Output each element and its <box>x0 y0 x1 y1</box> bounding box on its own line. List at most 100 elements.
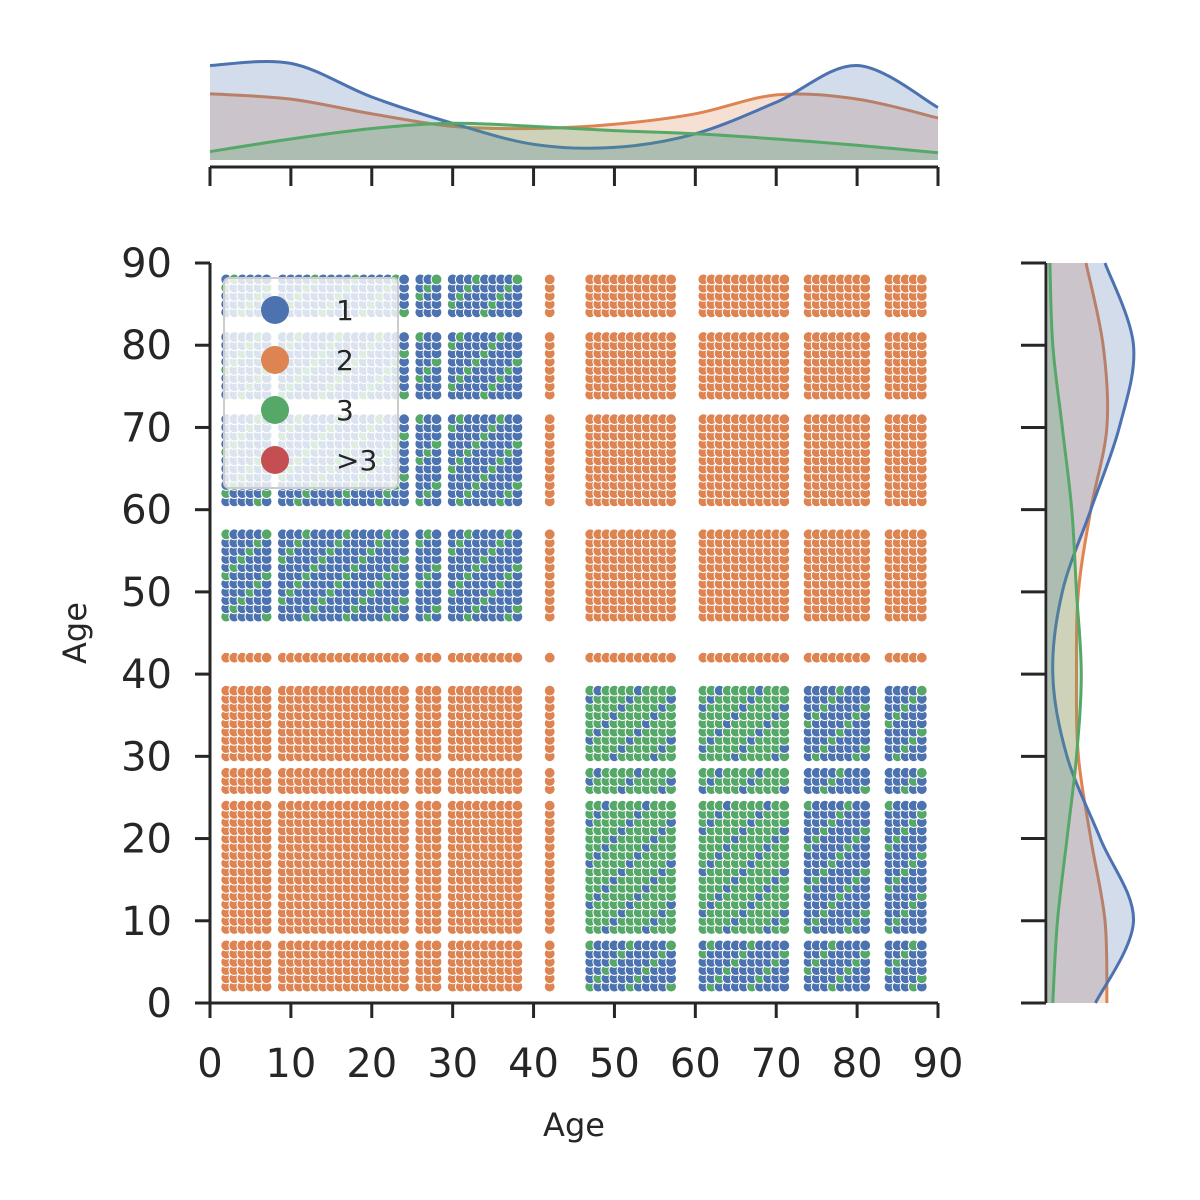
scatter-point <box>430 684 443 697</box>
scatter-point <box>859 651 872 664</box>
scatter-point <box>859 766 872 779</box>
scatter-point <box>915 273 928 286</box>
scatter-point <box>859 331 872 343</box>
y-tick-label: 20 <box>121 817 172 863</box>
scatter-point <box>859 799 872 812</box>
y-tick-label: 90 <box>121 241 172 287</box>
scatter-point <box>260 651 273 664</box>
scatter-point <box>511 684 524 697</box>
scatter-point <box>859 413 872 426</box>
marginal-y-fill-3 <box>1048 263 1082 1003</box>
scatter-point <box>260 766 273 779</box>
scatter-point <box>543 766 556 779</box>
x-tick-label: 30 <box>427 1041 478 1087</box>
scatter-points <box>220 273 928 993</box>
scatter-point <box>398 413 411 426</box>
scatter-point <box>430 939 443 952</box>
legend-marker <box>261 396 289 424</box>
y-tick-label: 60 <box>121 488 172 534</box>
scatter-point <box>915 799 928 812</box>
x-tick-label: 50 <box>589 1041 640 1087</box>
scatter-point <box>915 766 928 779</box>
scatter-point <box>430 273 443 286</box>
x-tick-label: 90 <box>913 1041 964 1087</box>
scatter-point <box>665 331 677 343</box>
y-tick-label: 50 <box>121 570 172 616</box>
scatter-point <box>665 651 677 664</box>
marginal-x-line-1 <box>209 59 939 150</box>
legend-label: 2 <box>336 344 354 377</box>
y-tick-label: 0 <box>147 981 172 1027</box>
marginal-x-kde <box>209 59 939 160</box>
scatter-point <box>665 799 677 812</box>
scatter-point <box>260 939 273 952</box>
scatter-point <box>915 939 928 952</box>
scatter-point <box>511 528 524 541</box>
scatter-point <box>778 799 791 812</box>
scatter-point <box>398 799 411 812</box>
scatter-point <box>543 684 556 697</box>
scatter-point <box>859 684 872 697</box>
scatter-point <box>543 528 556 541</box>
scatter-point <box>778 273 791 286</box>
x-tick-label: 20 <box>346 1041 397 1087</box>
scatter-point <box>511 799 524 812</box>
y-tick-label: 30 <box>121 734 172 780</box>
x-axis-title: Age <box>543 1106 605 1144</box>
scatter-point <box>398 528 411 541</box>
scatter-point <box>665 273 677 286</box>
scatter-point <box>430 413 443 426</box>
scatter-point <box>430 766 443 779</box>
legend-marker <box>261 346 289 374</box>
y-tick-label: 40 <box>121 652 172 698</box>
legend-label: >3 <box>336 444 377 477</box>
scatter-point <box>915 528 928 541</box>
marginal-x-line-3 <box>209 121 939 155</box>
marginal-x-fill-1 <box>210 61 938 160</box>
scatter-point <box>511 939 524 952</box>
x-tick-label: 70 <box>751 1041 802 1087</box>
scatter-point <box>430 651 443 664</box>
scatter-point <box>543 799 556 812</box>
scatter-point <box>665 939 677 952</box>
scatter-point <box>778 939 791 952</box>
scatter-point <box>430 331 443 343</box>
scatter-point <box>543 651 556 664</box>
scatter-point <box>778 331 791 343</box>
x-tick-label: 0 <box>197 1041 222 1087</box>
y-axis-title: Age <box>56 602 94 664</box>
scatter-point <box>543 331 556 343</box>
scatter-point <box>260 528 273 541</box>
scatter-point <box>543 413 556 426</box>
scatter-point <box>778 651 791 664</box>
scatter-point <box>430 528 443 541</box>
marginal-y-kde <box>1048 262 1136 1004</box>
y-tick-label: 10 <box>121 899 172 945</box>
scatter-point <box>430 799 443 812</box>
scatter-point <box>665 684 677 697</box>
marginal-x-fill-3 <box>210 123 938 160</box>
marginal-y-line-3 <box>1048 262 1083 1004</box>
scatter-point <box>915 331 928 343</box>
scatter-point <box>859 273 872 286</box>
legend-label: 3 <box>336 394 354 427</box>
scatter-point <box>511 413 524 426</box>
scatter-point <box>778 684 791 697</box>
legend-marker <box>261 446 289 474</box>
scatter-point <box>511 651 524 664</box>
x-tick-label: 40 <box>508 1041 559 1087</box>
marginal-y-fill-2 <box>1048 263 1108 1003</box>
scatter-point <box>398 651 411 664</box>
scatter-point <box>915 684 928 697</box>
scatter-point <box>398 939 411 952</box>
scatter-point <box>665 413 677 426</box>
marginal-y-line-1 <box>1051 262 1136 1004</box>
scatter-point <box>543 273 556 286</box>
scatter-point <box>915 413 928 426</box>
scatter-point <box>778 413 791 426</box>
scatter-point <box>260 684 273 697</box>
x-tick-label: 80 <box>832 1041 883 1087</box>
scatter-point <box>398 331 411 343</box>
scatter-point <box>859 939 872 952</box>
